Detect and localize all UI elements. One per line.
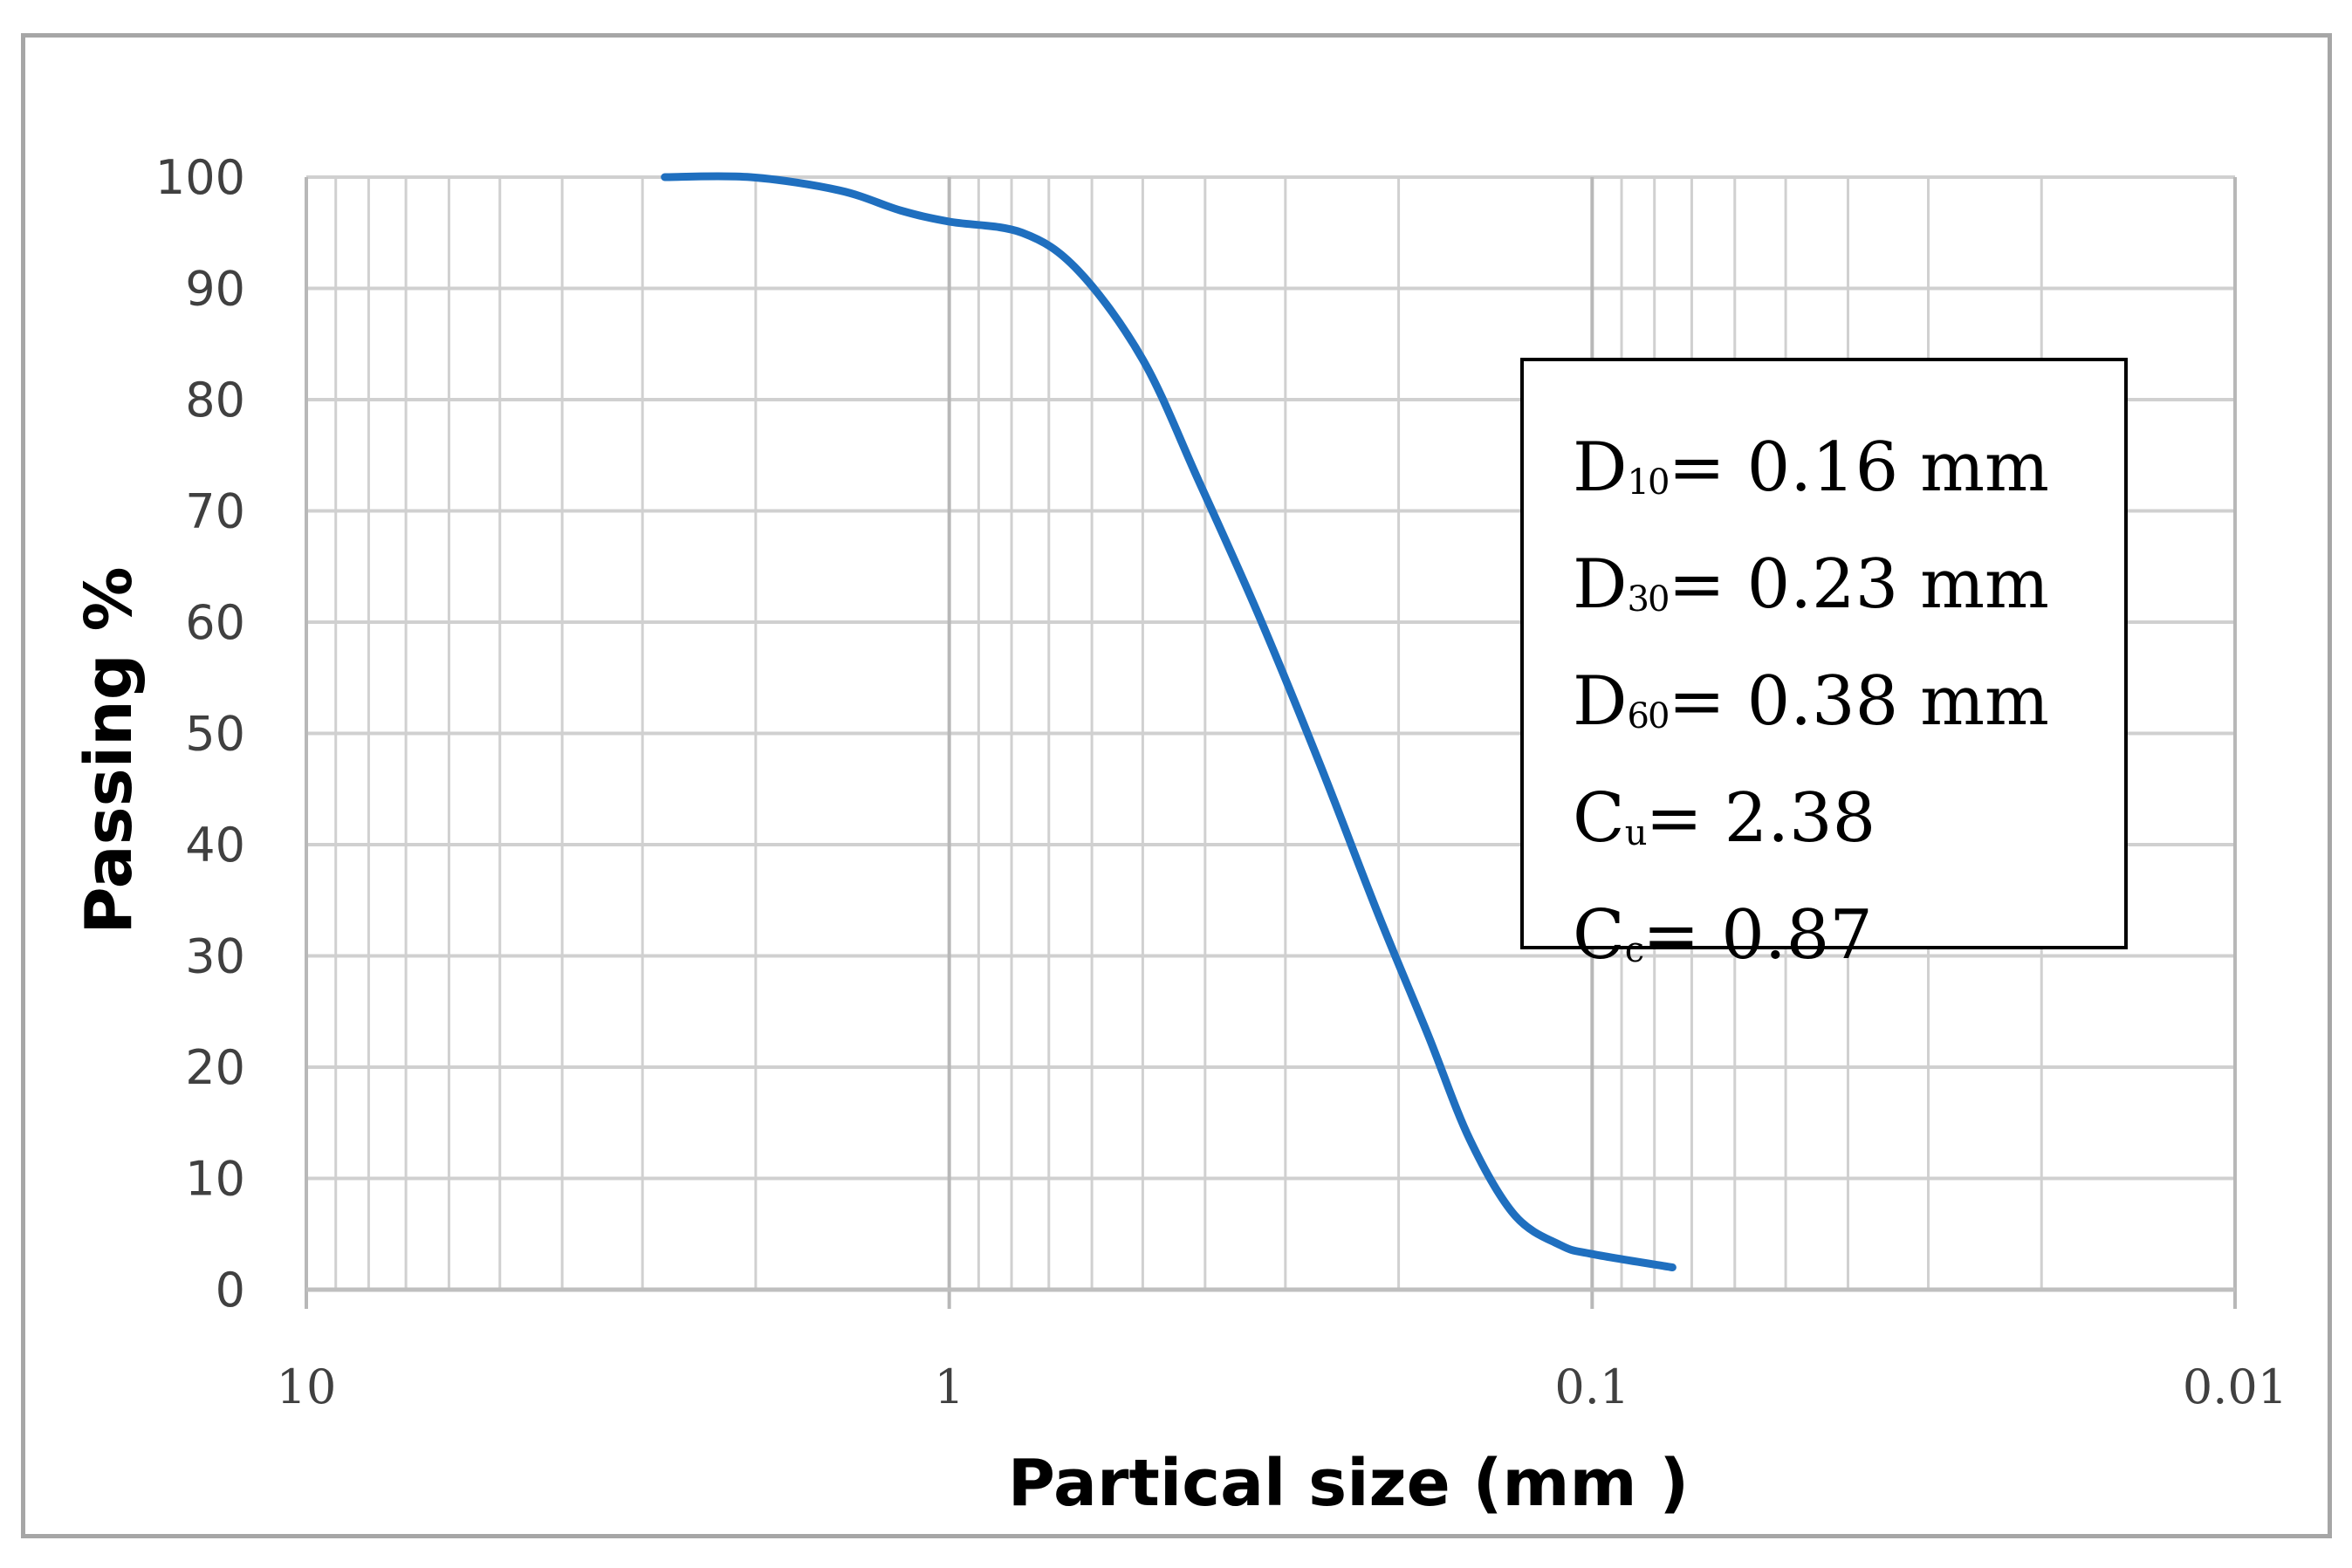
y-tick-label: 70 [185,484,245,539]
y-tick-label: 40 [185,818,245,873]
y-tick-label: 60 [185,595,245,650]
y-tick-label: 80 [185,373,245,428]
y-tick-label: 10 [185,1152,245,1207]
x-tick-label: 1 [934,1359,963,1414]
x-tick-label: 0.01 [2183,1359,2287,1414]
y-tick-label: 30 [185,929,245,984]
y-tick-label: 100 [155,150,245,205]
stat-d10: D10= 0.16 mm [1573,428,2049,507]
x-axis-ticks: 10 1 0.1 0.01 [277,1359,2287,1414]
stat-cu: Cu= 2.38 [1573,779,1876,858]
x-tick-label: 0.1 [1554,1359,1629,1414]
stat-cc: Cc= 0.87 [1573,896,1873,975]
passing-curve [661,172,1677,1271]
y-axis-label: Passing % [72,566,147,934]
y-tick-label: 50 [185,707,245,762]
y-tick-label: 20 [185,1040,245,1095]
x-axis-label: Partical size (mm ) [1008,1446,1689,1521]
stat-d30: D30= 0.23 mm [1573,545,2049,624]
y-tick-label: 0 [216,1263,245,1318]
y-axis-ticks: 0 10 20 30 40 50 60 70 80 90 100 [155,150,245,1318]
gradation-stats-box: D10= 0.16 mm D30= 0.23 mm D60= 0.38 mm C… [1520,358,2128,975]
stat-d60: D60= 0.38 mm [1573,662,2049,741]
y-tick-label: 90 [185,262,245,317]
x-tick-label: 10 [277,1359,337,1414]
